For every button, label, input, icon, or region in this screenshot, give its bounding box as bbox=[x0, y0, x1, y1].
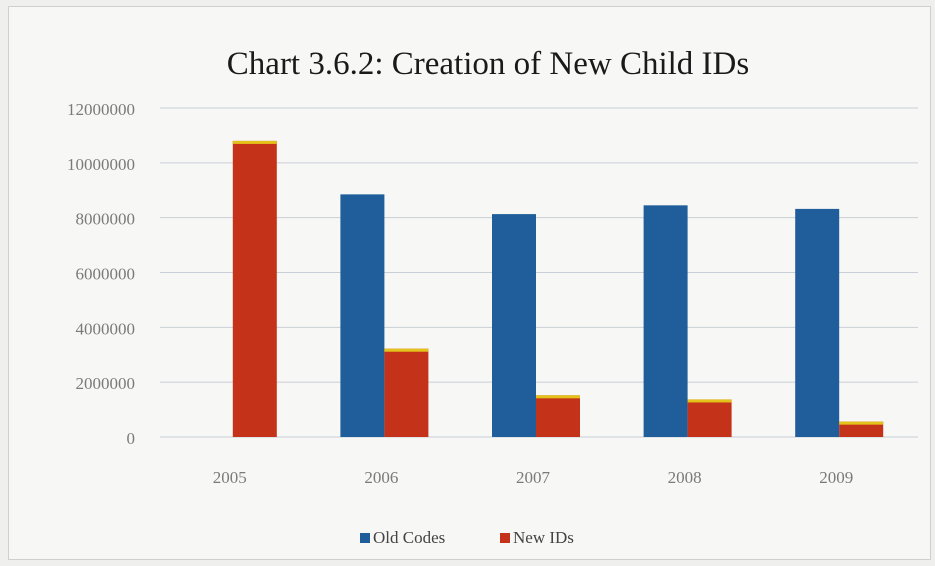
x-tick-label: 2009 bbox=[819, 468, 853, 487]
bar-old-codes-2007 bbox=[492, 214, 536, 437]
y-tick-label: 10000000 bbox=[67, 155, 135, 174]
bar-new-ids-2007 bbox=[536, 395, 580, 437]
bar-old-codes-2006 bbox=[340, 194, 385, 437]
y-tick-label: 6000000 bbox=[76, 265, 136, 284]
legend-swatch bbox=[500, 533, 510, 543]
legend-swatch bbox=[360, 533, 370, 543]
y-tick-label: 12000000 bbox=[67, 100, 135, 119]
bar-cap bbox=[687, 399, 732, 403]
bar-new-ids-2009 bbox=[839, 421, 884, 437]
x-tick-label: 2005 bbox=[213, 468, 247, 487]
x-tick-label: 2007 bbox=[516, 468, 551, 487]
x-tick-label: 2008 bbox=[668, 468, 702, 487]
bar-cap bbox=[232, 140, 277, 144]
bar-cap bbox=[384, 348, 429, 352]
x-tick-label: 2006 bbox=[364, 468, 398, 487]
bar-new-ids-2008 bbox=[687, 399, 732, 437]
x-axis: 2005 2006 2007 2008 2009 bbox=[213, 468, 853, 487]
y-tick-label: 8000000 bbox=[76, 210, 136, 229]
y-tick-label: 4000000 bbox=[76, 319, 136, 338]
legend-label: New IDs bbox=[513, 528, 574, 547]
bar-cap bbox=[536, 395, 580, 399]
bar-new-ids-2005 bbox=[232, 140, 277, 437]
y-axis: 0 2000000 4000000 6000000 8000000 10000000 120… bbox=[67, 100, 135, 448]
bar-cap bbox=[839, 421, 884, 425]
legend-label: Old Codes bbox=[373, 528, 445, 547]
bar-new-ids-2006 bbox=[384, 348, 429, 437]
y-tick-label: 2000000 bbox=[76, 374, 136, 393]
y-tick-label: 0 bbox=[127, 429, 136, 448]
chart-title: Chart 3.6.2: Creation of New Child IDs bbox=[227, 46, 749, 82]
legend: Old Codes New IDs bbox=[360, 528, 574, 547]
bar-old-codes-2008 bbox=[643, 205, 688, 437]
chart-panel bbox=[8, 6, 931, 560]
bars bbox=[232, 140, 884, 437]
bar-old-codes-2009 bbox=[795, 208, 840, 437]
gridlines bbox=[160, 107, 918, 438]
